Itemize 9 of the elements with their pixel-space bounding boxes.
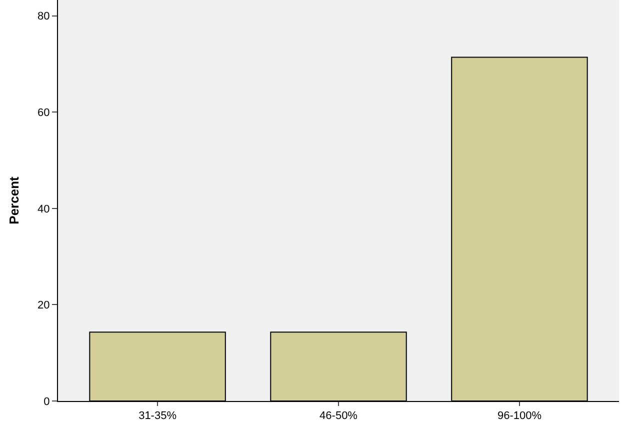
y-tick-label: 60: [38, 107, 50, 120]
y-tick-label: 40: [38, 203, 50, 216]
y-tick-label: 20: [38, 300, 50, 312]
y-axis-title: Percent: [6, 176, 22, 224]
y-tick-label: 0: [44, 396, 50, 408]
x-tick-label: 96-100%: [497, 410, 542, 422]
x-tick-label: 31-35%: [138, 410, 177, 422]
y-tick-label: 80: [38, 10, 50, 23]
x-tick-label: 46-50%: [320, 410, 358, 422]
